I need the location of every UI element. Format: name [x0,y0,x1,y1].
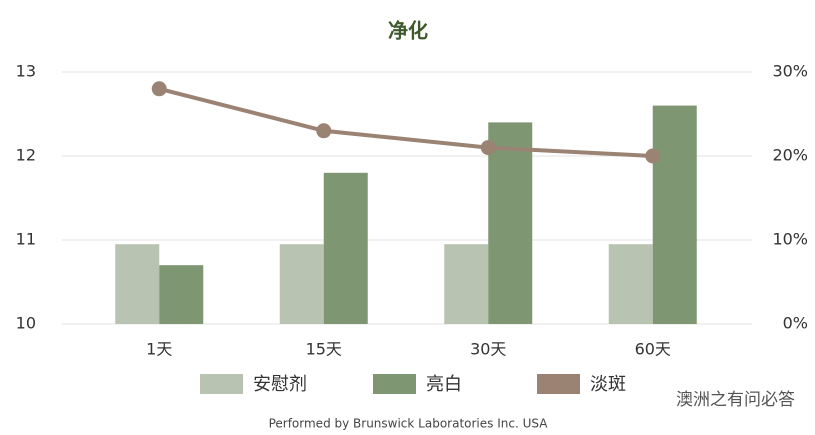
x-tick-label: 30天 [470,340,506,359]
legend-label: 亮白 [426,374,462,395]
line-point [151,81,167,97]
legend-swatch [373,374,416,394]
legend-label: 淡斑 [590,374,626,395]
y2-tick-label: 10% [772,230,808,249]
line-point [480,140,496,156]
y2-tick-label: 20% [772,146,808,165]
y2-tick-label: 30% [772,62,808,81]
bar [279,244,324,324]
bar [652,105,697,324]
x-tick-label: 60天 [635,340,671,359]
x-tick-label: 1天 [146,340,172,359]
y-tick-label: 12 [16,146,36,165]
line-point [316,123,332,139]
y-tick-label: 11 [16,230,36,249]
bar [159,265,204,324]
y2-tick-label: 0% [783,314,808,333]
bar [608,244,653,324]
footnote: Performed by Brunswick Laboratories Inc.… [269,417,549,431]
y-tick-label: 13 [16,62,36,81]
line [158,86,653,158]
bar [323,172,368,324]
bar [115,244,160,324]
chart-title: 净化 [388,19,428,43]
legend-swatch [537,374,580,394]
line-point [645,148,661,164]
legend-label: 安慰剂 [253,374,307,395]
x-tick-label: 15天 [306,340,342,359]
bar [444,244,489,324]
bar [488,122,533,325]
watermark: 澳洲之有问必答 [676,390,795,410]
legend-swatch [200,374,243,394]
y-tick-label: 10 [16,314,36,333]
